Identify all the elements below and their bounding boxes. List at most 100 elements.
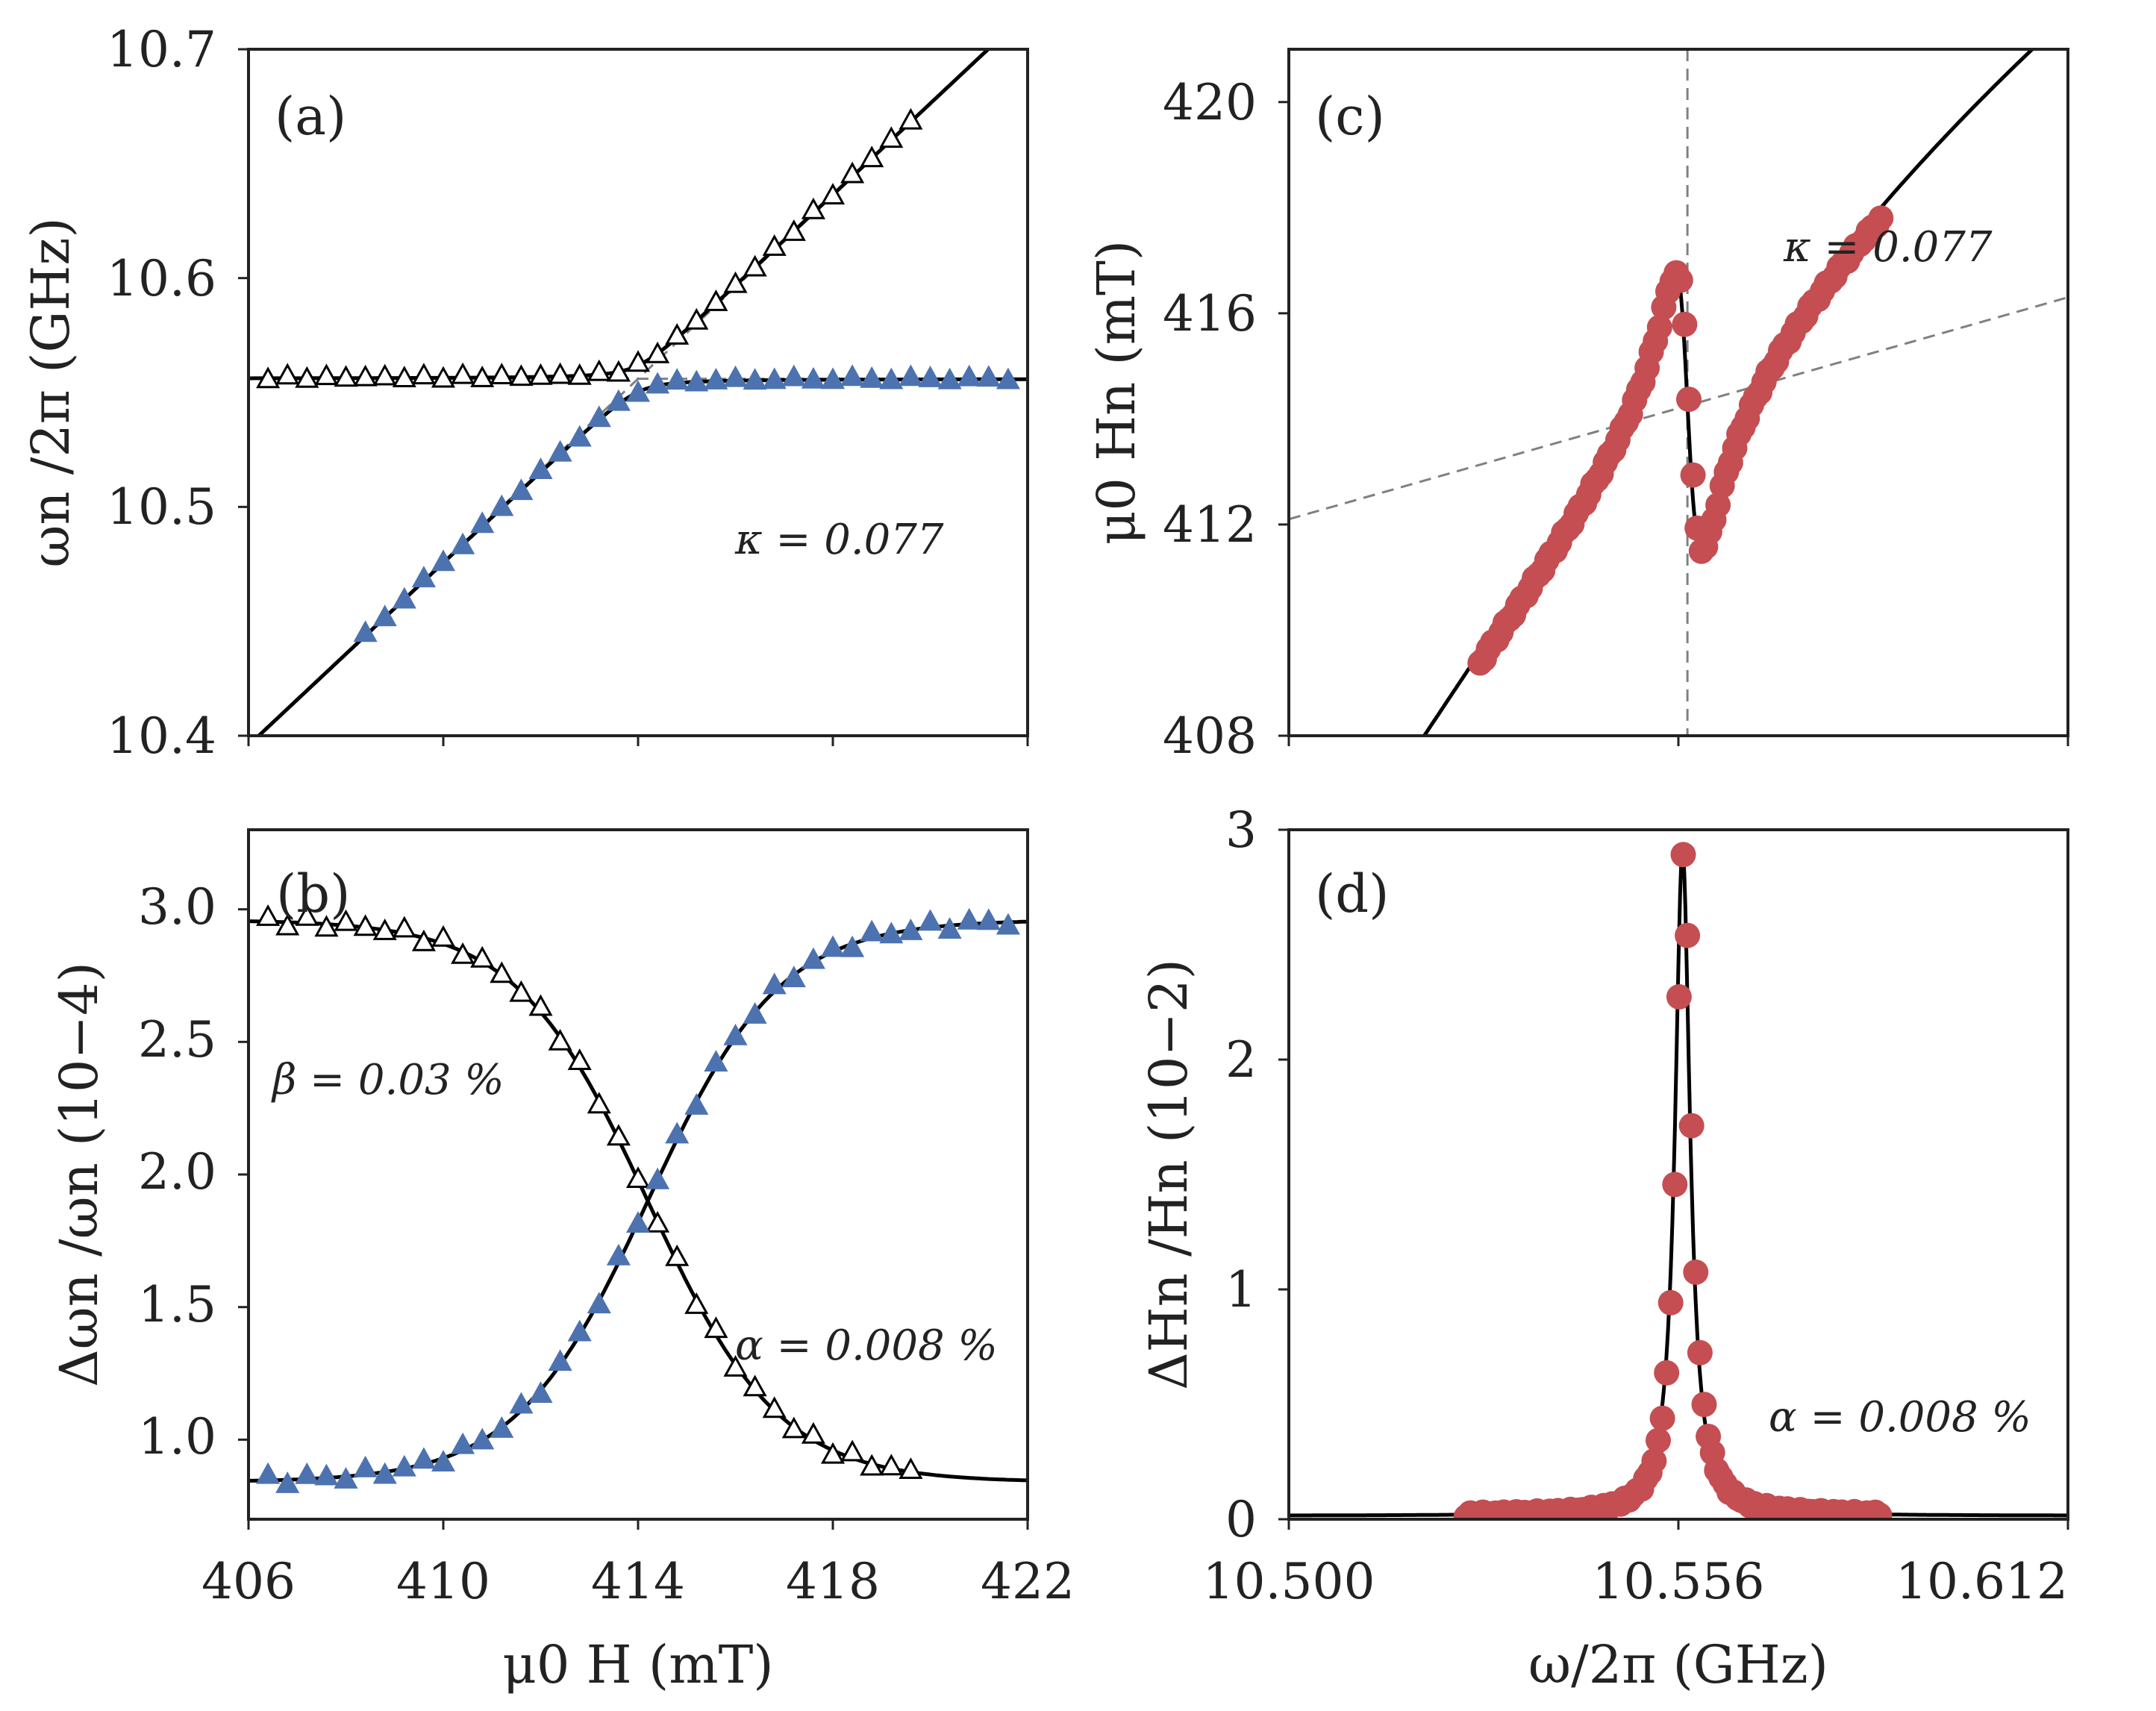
panel-d-data-point [1646, 1427, 1671, 1454]
panel-a-upper-point [879, 126, 904, 148]
panel-a-ytick: 10.7 [107, 21, 216, 78]
panel-b-upper-point [431, 925, 456, 947]
panel-b-lower-point [781, 966, 806, 987]
panel-a-upper-fit-line [249, 49, 991, 381]
panel-b-upper-point [606, 1124, 631, 1146]
panel-b-xticks: 406 410 414 418 422 [201, 1553, 1075, 1610]
panel-a-lower-point [860, 366, 884, 388]
panel-d-data-point [1866, 1502, 1893, 1519]
panel-b-ytick: 1.0 [138, 1408, 216, 1466]
panel-a-ytick: 10.6 [107, 250, 216, 307]
panel-d-ytick: 1 [1225, 1261, 1257, 1319]
panel-b-lower-point [372, 1462, 397, 1484]
panel-b-upper-point [704, 1316, 728, 1339]
panel-a-upper-point [295, 366, 319, 388]
panel-a-lower-point [996, 367, 1020, 390]
panel-b-yticks: 1.0 1.5 2.0 2.5 3.0 [138, 878, 216, 1466]
panel-b-xtick: 418 [786, 1553, 880, 1610]
panel-a-upper-point [587, 359, 611, 381]
panel-b-upper-fit-line [249, 919, 1028, 1483]
panel-d-xtick: 10.612 [1896, 1553, 2068, 1610]
panel-b-lower-point [625, 1211, 651, 1233]
panel-d-data-point [1654, 1360, 1680, 1386]
panel-b-upper-point [411, 929, 436, 951]
panel-b-lower-point [256, 1462, 281, 1484]
panel-a-upper-point [567, 363, 592, 385]
panel-a-lower-point [625, 380, 651, 402]
panel-b-upper-point [879, 1454, 904, 1476]
panel-a-upper-point [860, 146, 884, 168]
panel-b-upper-point [860, 1454, 884, 1476]
panel-a-lower-point [646, 372, 670, 394]
panel-a-lower-point [781, 364, 806, 387]
panel-d-xtick: 10.556 [1593, 1553, 1765, 1610]
panel-b-plot-area [249, 904, 1028, 1493]
panel-c-yticks: 408 412 416 420 [1163, 74, 1257, 765]
panel-b-upper-point [295, 904, 319, 926]
panel-d: (d) α = 0.008 % 0 1 2 3 10.500 10.556 10… [1138, 801, 2069, 1695]
panel-c: (c) κ = 0.077 408 412 416 420 μ0 Hn (mT) [1086, 48, 2069, 765]
panel-a-upper-point [899, 107, 923, 130]
panel-c-data-point [1676, 387, 1702, 413]
panel-b-lower-point [820, 935, 846, 957]
panel-a-lower-point [840, 364, 865, 387]
panel-c-data-point [1868, 205, 1894, 231]
panel-a-ylabel: ωn /2π (GHz) [20, 217, 81, 567]
panel-b-lower-point [646, 1167, 670, 1189]
panel-b-lower-point [743, 1002, 767, 1024]
panel-a-ytick: 10.5 [107, 478, 216, 536]
panel-d-data-point [1649, 1405, 1675, 1431]
panel-b-ytick: 2.5 [138, 1011, 216, 1069]
panel-a-upper-point [723, 271, 748, 293]
panel-b-lower-point [353, 1455, 378, 1477]
panel-a-lower-point [567, 425, 592, 447]
panel-a-annotation: κ = 0.077 [734, 516, 944, 564]
panel-b-lower-point [295, 1462, 319, 1484]
panel-a-upper-point [256, 366, 281, 389]
panel-b-lower-point [411, 1447, 436, 1469]
panel-a-upper-point [704, 290, 728, 311]
panel-a-lower-point [762, 367, 787, 390]
panel-d-ytick: 0 [1225, 1491, 1257, 1548]
panel-a-upper-point [840, 161, 865, 184]
panel-a-lower-point [937, 367, 962, 390]
panel-a-lower-point [372, 604, 397, 627]
panel-b-lower-point [899, 919, 923, 940]
panel-a-plot-area [249, 49, 1028, 736]
panel-d-xticks: 10.500 10.556 10.612 [1203, 1553, 2068, 1610]
panel-b-ylabel: Δωn /ωn (10−4) [49, 962, 110, 1387]
panel-b-lower-point [509, 1392, 534, 1414]
panel-c-data-point [1680, 462, 1706, 488]
panel-b-ytick: 1.5 [138, 1276, 216, 1333]
panel-d-ylabel: ΔHn /Hn (10−2) [1138, 959, 1199, 1390]
panel-b-lower-point [704, 1050, 728, 1072]
panel-b-lower-point [840, 935, 865, 957]
panel-a-lower-point [723, 365, 748, 387]
panel-d-data-point [1641, 1448, 1667, 1474]
panel-a-lower-point [548, 440, 572, 462]
panel-a-lower-point [587, 405, 611, 428]
panel-a-lower-point [528, 457, 553, 479]
panel-d-annotation: α = 0.008 % [1769, 1393, 2031, 1442]
panel-a-lower-point [392, 587, 416, 609]
panel-d-data-point [1687, 1339, 1713, 1366]
panel-b-lower-point [470, 1427, 495, 1450]
panel-b-upper-point [509, 980, 534, 1002]
panel-b-upper-point [684, 1292, 709, 1314]
panel-a-lower-point [606, 389, 631, 411]
panel-a-upper-point [528, 363, 553, 385]
panel-b-upper-point [372, 919, 397, 940]
panel-a-upper-point [781, 219, 806, 241]
panel-b-lower-point [567, 1319, 592, 1342]
panel-a-lower-point [918, 366, 943, 387]
panel-a-lower-point [411, 566, 436, 588]
panel-b-lower-point [976, 908, 1001, 930]
panel-c-data-point [1646, 314, 1672, 340]
panel-b-upper-point [899, 1457, 923, 1479]
panel-c-annotation: κ = 0.077 [1783, 223, 1993, 272]
panel-b-lower-point [451, 1432, 475, 1454]
panel-b-lower-point [528, 1381, 553, 1403]
panel-a-upper-point [451, 362, 475, 384]
panel-b-ytick: 2.0 [138, 1143, 216, 1201]
